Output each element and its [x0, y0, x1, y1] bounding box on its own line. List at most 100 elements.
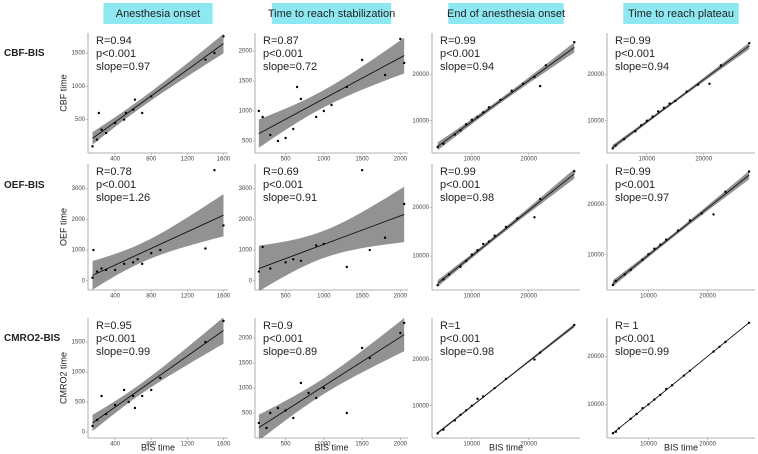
y-tick-label: 2000: [239, 217, 253, 223]
fit-line: [258, 214, 405, 269]
point: [538, 351, 542, 354]
column-header: End of anesthesia onset: [447, 8, 565, 20]
point: [611, 283, 615, 287]
point: [136, 258, 139, 261]
point: [748, 41, 751, 45]
point: [261, 245, 264, 249]
x-tick-label: 500: [281, 294, 292, 300]
x-tick-label: 1600: [217, 294, 231, 300]
point: [641, 407, 644, 410]
point: [482, 395, 485, 398]
point: [724, 340, 727, 344]
point: [653, 398, 656, 401]
fit: [92, 194, 224, 290]
panel: 10000 20000 10000 20000 R= 1p<0.001slope=0.9…: [587, 318, 755, 448]
confidence-band: [437, 42, 575, 151]
point: [133, 98, 137, 101]
point: [299, 381, 303, 385]
y-tick-label: 2000: [239, 49, 253, 55]
point: [292, 127, 295, 131]
x-tick-label: 10000: [464, 157, 481, 163]
point: [213, 51, 216, 55]
x-tick-label: 1200: [181, 442, 195, 448]
y-tick-label: 20000: [587, 202, 604, 208]
point: [265, 426, 268, 430]
point: [345, 411, 348, 415]
point: [122, 118, 126, 121]
point: [459, 413, 462, 417]
point: [470, 118, 474, 121]
point: [91, 424, 94, 428]
stat-text: R=0.94: [96, 35, 132, 47]
point: [521, 82, 525, 85]
x-tick-label: 800: [146, 442, 157, 448]
x-tick-label: 1200: [181, 294, 195, 300]
y-tick-label: 1000: [239, 248, 253, 254]
x-tick-label: 20000: [520, 157, 537, 163]
point: [614, 279, 618, 283]
point: [639, 124, 643, 127]
point: [611, 432, 615, 435]
y-tick-label: 500: [75, 400, 86, 406]
point: [641, 258, 644, 261]
point: [668, 102, 671, 105]
x-tick-label: 400: [110, 157, 121, 163]
x-tick-label: 1000: [317, 294, 331, 300]
y-axis-label: OEF time: [58, 208, 68, 246]
point: [629, 268, 632, 272]
stat-text: p<0.001: [440, 48, 480, 60]
y-tick-label: 0: [82, 278, 86, 284]
point: [747, 321, 751, 324]
point: [464, 123, 468, 126]
y-tick-label: 20000: [412, 357, 429, 363]
stat-text: slope=0.99: [615, 346, 669, 358]
x-tick-label: 20000: [699, 294, 716, 300]
x-tick-label: 2000: [394, 294, 408, 300]
column-header-box: [271, 3, 392, 24]
stat-text: p<0.001: [96, 333, 136, 345]
point: [113, 121, 117, 125]
stat-text: R=0.95: [96, 320, 132, 332]
point: [538, 197, 542, 201]
point: [573, 323, 576, 327]
y-tick-label: 1000: [239, 109, 253, 115]
stat-text: slope=0.89: [263, 346, 317, 358]
x-axis-label: BIS time: [141, 442, 175, 452]
point: [140, 262, 144, 266]
point: [122, 388, 126, 392]
y-tick-label: 0: [82, 430, 86, 436]
point: [482, 111, 485, 114]
point: [299, 97, 303, 101]
point: [459, 265, 462, 268]
x-tick-label: 20000: [699, 442, 716, 448]
point: [718, 345, 721, 348]
stat-text: slope=0.97: [96, 61, 150, 73]
x-tick-label: 1000: [317, 442, 331, 448]
stat-text: slope=0.98: [440, 192, 494, 204]
point: [670, 384, 674, 387]
point: [292, 258, 295, 261]
stat-text: R=0.99: [615, 35, 651, 47]
stat-text: R=0.99: [440, 166, 476, 178]
point: [222, 35, 225, 38]
point: [682, 374, 686, 377]
stat-text: p<0.001: [263, 179, 303, 191]
point: [95, 418, 99, 422]
x-tick-label: 20000: [695, 157, 712, 163]
point: [133, 406, 137, 410]
point: [100, 128, 103, 131]
point: [402, 202, 406, 206]
point: [476, 397, 479, 400]
stat-text: p<0.001: [615, 333, 655, 345]
point: [647, 403, 650, 406]
point: [622, 137, 626, 141]
point: [269, 411, 272, 415]
y-tick-label: 1500: [72, 340, 86, 346]
point: [315, 115, 318, 119]
panel: 10000 20000 10000 20000 R=0.99p<0.001slope=0…: [412, 164, 580, 300]
y-tick-label: 20000: [587, 72, 604, 78]
y-tick-label: 10000: [412, 118, 429, 124]
point: [659, 393, 662, 396]
point: [204, 247, 207, 250]
